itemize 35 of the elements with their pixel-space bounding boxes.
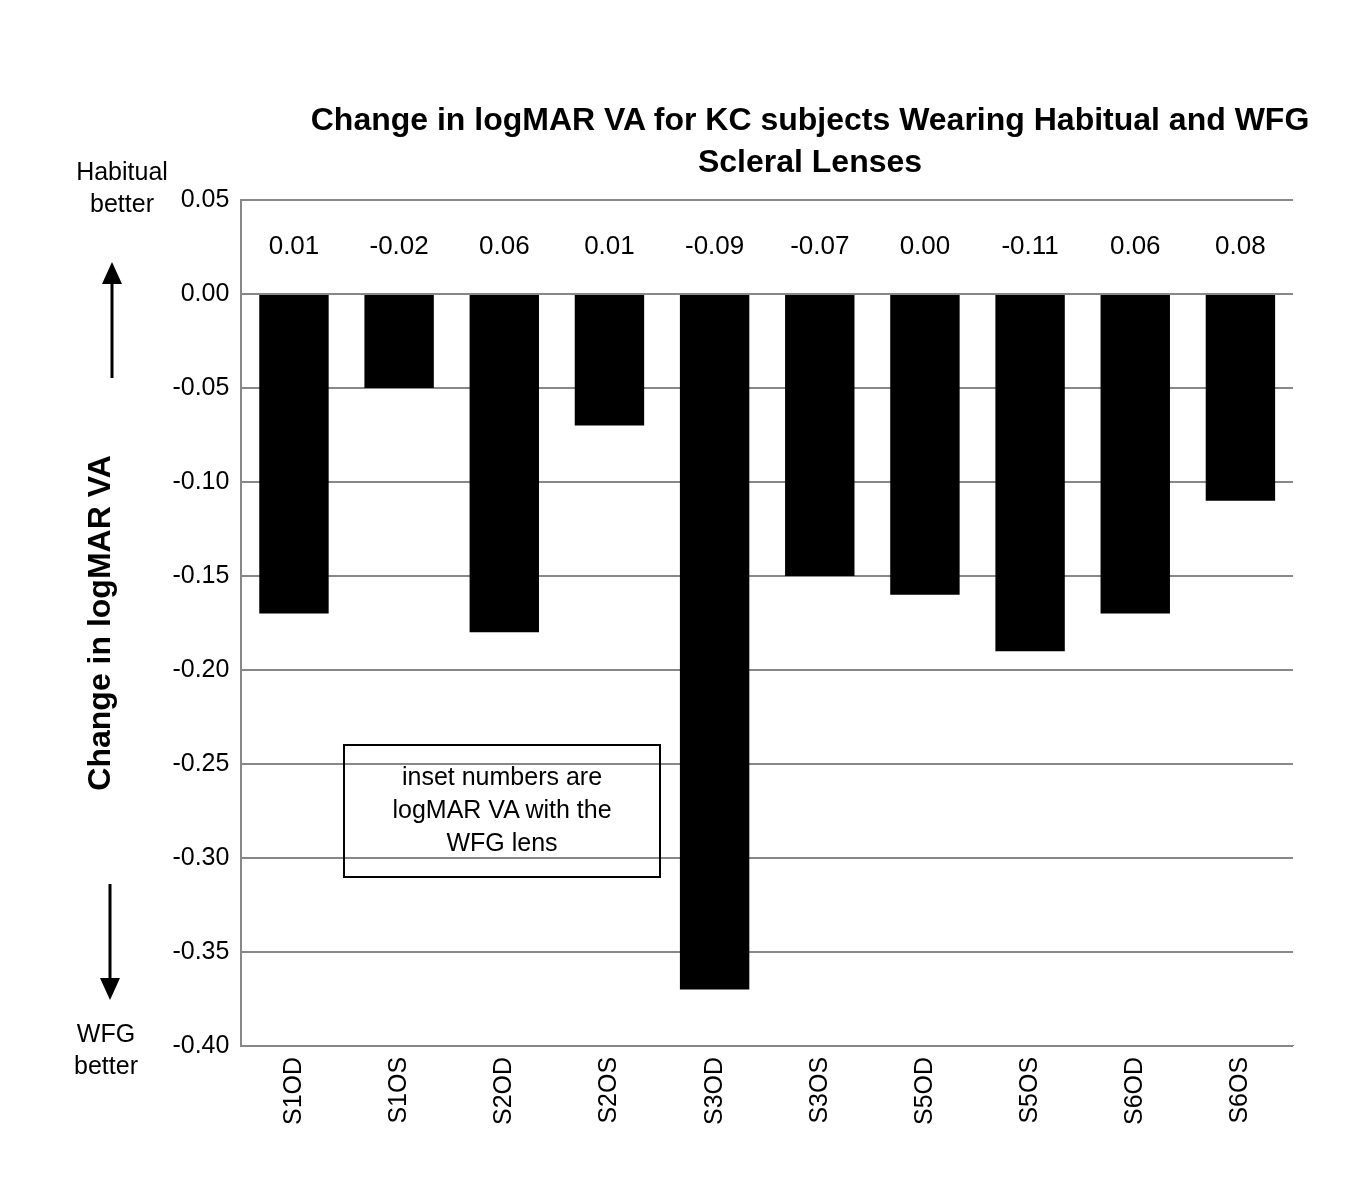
text: WFG better (73, 1018, 139, 1081)
y-tick-label: 0.00 (180, 277, 230, 306)
y-tick-label: -0.25 (172, 747, 230, 776)
annotation: 0.06 (478, 230, 530, 261)
x-tick-label: S2OD (488, 1056, 517, 1126)
y-tick-label: -0.10 (172, 465, 230, 494)
annotation: -0.11 (1001, 230, 1059, 261)
y-tick-label: -0.35 (172, 935, 230, 964)
x-tick-label: S3OD (698, 1056, 727, 1126)
x-tick-label: S1OS (383, 1056, 412, 1124)
annotation: 0.01 (268, 230, 320, 261)
annotation: 0.00 (899, 230, 951, 261)
x-tick-label: S5OD (908, 1056, 937, 1126)
annotation: -0.09 (684, 230, 745, 261)
annotation: 0.08 (1215, 230, 1266, 261)
y-tick-label: -0.15 (172, 559, 230, 588)
x-tick-label: S5OS (1013, 1056, 1042, 1124)
x-tick-label: S3OS (803, 1056, 832, 1124)
y-tick-label: -0.20 (172, 653, 230, 682)
y-tick-label: 0.05 (180, 183, 230, 212)
annotation: 0.06 (1109, 230, 1161, 261)
x-tick-label: S2OS (593, 1056, 622, 1124)
x-tick-label: S1OD (277, 1056, 306, 1126)
text-box: inset numbers are logMAR VA with the WFG lens (343, 744, 661, 878)
y-tick-label: -0.30 (172, 841, 230, 870)
chart-title: Change in logMAR VA for KC subjects Wearing Habitual and WFG Scleral Lenses (309, 100, 1311, 181)
y-tick-label: -0.40 (172, 1029, 230, 1058)
annotation: -0.02 (369, 230, 429, 261)
text: Habitual better (75, 156, 169, 219)
x-tick-label: S6OD (1119, 1056, 1148, 1126)
x-tick-label: S6OS (1224, 1056, 1253, 1124)
y-axis-title: Change in logMAR VA (81, 455, 118, 791)
annotation: 0.01 (584, 230, 635, 261)
annotation: -0.07 (790, 230, 850, 261)
y-tick-label: -0.05 (172, 371, 230, 400)
